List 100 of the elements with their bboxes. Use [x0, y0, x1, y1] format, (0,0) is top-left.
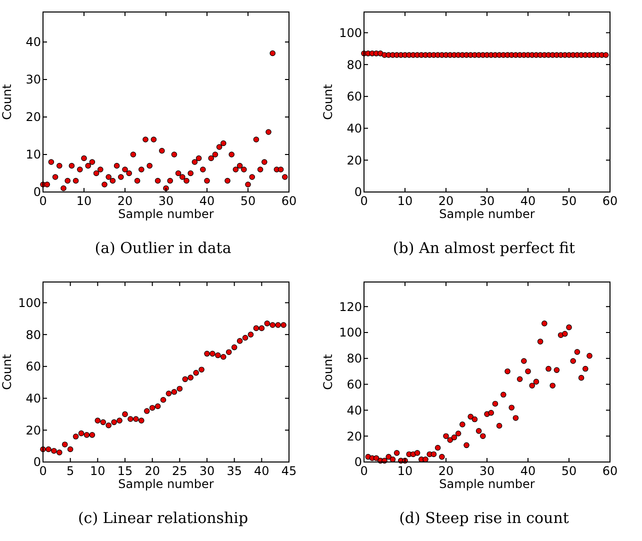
point: [562, 330, 568, 337]
point: [89, 159, 96, 165]
x-tick-label: 30: [158, 194, 174, 208]
point: [434, 444, 441, 451]
point: [48, 159, 54, 165]
point: [180, 174, 186, 180]
point: [122, 411, 128, 418]
x-tick-label: 45: [281, 464, 297, 478]
y-tick-label: 20: [26, 110, 41, 124]
point: [210, 350, 216, 357]
text: (d) Steep rise in count: [399, 509, 569, 527]
x-tick-label: 20: [438, 464, 454, 478]
point: [72, 178, 79, 184]
point: [72, 434, 79, 440]
point: [134, 178, 140, 184]
point: [542, 320, 548, 326]
point: [245, 182, 251, 188]
y-axis-title: Count: [0, 84, 14, 120]
x-axis-title: Sample number: [439, 207, 535, 221]
point: [266, 129, 272, 135]
point: [175, 170, 182, 176]
point: [258, 325, 265, 332]
x-axis-title: Sample number: [118, 477, 214, 491]
point: [525, 368, 531, 374]
point: [196, 155, 202, 162]
point: [241, 166, 247, 172]
y-tick-label: 60: [346, 90, 362, 104]
point: [220, 354, 226, 360]
point: [231, 344, 238, 350]
y-tick-label: 40: [346, 121, 362, 136]
x-tick-label: 35: [226, 464, 242, 478]
point: [236, 162, 243, 169]
y-tick-label: 20: [346, 429, 362, 444]
point: [262, 159, 268, 165]
x-tick-label: 30: [199, 464, 215, 478]
point: [56, 450, 62, 456]
point: [468, 414, 474, 420]
point: [171, 152, 178, 158]
x-tick-label: 15: [117, 464, 133, 478]
point: [98, 166, 104, 172]
y-tick-label: 20: [346, 153, 362, 168]
y-tick-label: 100: [339, 26, 362, 40]
point: [373, 455, 380, 462]
y-axis-title: Count: [321, 354, 335, 390]
point: [204, 178, 210, 184]
y-tick-label: 100: [18, 296, 41, 310]
point: [81, 155, 87, 162]
point: [171, 389, 178, 395]
x-tick-label: 20: [144, 464, 160, 478]
point: [537, 338, 544, 344]
point: [275, 322, 281, 328]
y-tick-label: 80: [346, 352, 362, 366]
x-tick-label: 20: [117, 194, 133, 208]
point: [192, 159, 198, 165]
point: [464, 442, 470, 448]
point: [208, 155, 214, 162]
text: (c) Linear relationship: [78, 509, 248, 527]
point: [508, 404, 514, 411]
point: [94, 418, 101, 424]
point: [533, 378, 540, 385]
point: [451, 434, 458, 440]
y-tick-label: 20: [26, 423, 41, 438]
point: [253, 136, 260, 142]
point: [460, 422, 466, 428]
point: [102, 182, 108, 188]
point: [236, 338, 243, 344]
point: [578, 374, 584, 381]
point: [198, 366, 204, 373]
point: [149, 404, 156, 411]
y-tick-label: 10: [26, 148, 41, 162]
point: [249, 174, 255, 180]
point: [176, 386, 183, 392]
x-axis-title: Sample number: [439, 477, 535, 491]
point: [85, 162, 91, 169]
point: [128, 416, 134, 422]
x-tick-label: 50: [561, 464, 577, 478]
x-tick-label: 5: [66, 464, 74, 478]
point: [242, 334, 248, 341]
x-tick-label: 60: [602, 194, 618, 208]
point: [232, 166, 239, 172]
point: [89, 432, 96, 438]
point: [142, 136, 148, 142]
x-tick-label: 40: [520, 194, 536, 208]
point: [447, 437, 453, 443]
point: [133, 416, 139, 422]
y-axis-title: Count: [321, 84, 335, 120]
y-tick-label: 30: [26, 72, 41, 87]
point: [51, 448, 57, 454]
x-tick-label: 60: [281, 194, 297, 208]
x-tick-label: 10: [397, 194, 413, 208]
point: [146, 162, 152, 169]
point: [84, 432, 90, 438]
point: [118, 174, 124, 180]
point: [492, 400, 498, 407]
point: [111, 419, 117, 426]
point: [253, 325, 260, 332]
point: [200, 166, 206, 172]
y-tick-label: 120: [339, 300, 362, 314]
point: [554, 367, 560, 373]
point: [138, 166, 144, 172]
